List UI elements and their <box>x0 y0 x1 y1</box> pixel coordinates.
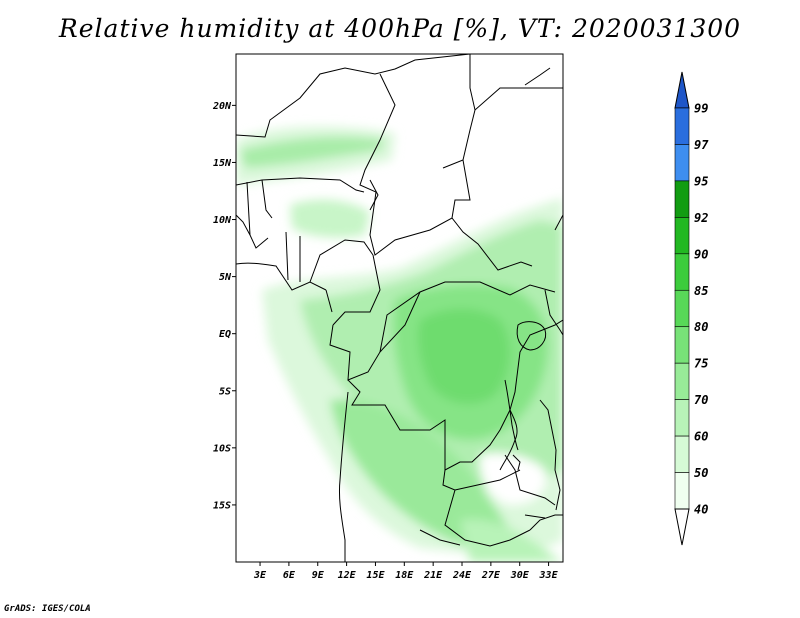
colorbar-box <box>674 217 690 255</box>
colorbar: 99 97 95 92 90 85 80 75 70 60 50 40 <box>674 71 709 546</box>
lat-tick-label: 5N <box>219 272 232 283</box>
lon-tick-label: 21E <box>423 570 443 581</box>
lat-tick-label: EQ <box>219 329 231 340</box>
colorbar-bottom-triangle <box>674 508 690 546</box>
lon-tick-label: 12E <box>338 570 357 581</box>
lon-tick-label: 30E <box>510 570 530 581</box>
colorbar-box <box>674 362 690 400</box>
colorbar-box <box>674 326 690 364</box>
lon-tick-label: 33E <box>539 570 559 581</box>
colorbar-label: 99 <box>694 102 708 116</box>
colorbar-label: 97 <box>694 138 709 152</box>
grads-credit: GrADS: IGES/COLA <box>4 604 91 614</box>
colorbar-label: 95 <box>694 174 708 188</box>
lat-tick-label: 5S <box>219 386 231 397</box>
colorbar-label: 75 <box>694 357 708 371</box>
colorbar-box <box>674 289 690 328</box>
colorbar-label: 50 <box>694 466 708 480</box>
lon-tick-label: 18E <box>395 570 414 581</box>
lat-tick-label: 20N <box>212 101 232 112</box>
colorbar-label: 60 <box>694 430 708 444</box>
lat-tick-label: 10N <box>213 215 232 226</box>
lon-tick-label: 3E <box>253 570 267 581</box>
colorbar-label: 85 <box>694 284 708 298</box>
lon-tick-label: 6E <box>283 570 296 581</box>
colorbar-box <box>674 435 690 473</box>
lon-tick-label: 24E <box>452 570 472 581</box>
lon-axis: 3E 6E 9E 12E 15E 18E 21E 24E 27E 30E 33E <box>253 562 559 581</box>
colorbar-label: 80 <box>694 320 708 334</box>
lat-tick-label: 15N <box>213 158 232 169</box>
lon-tick-label: 9E <box>312 570 325 581</box>
map-title: Relative humidity at 400hPa [%], VT: 202… <box>58 14 742 43</box>
lon-tick-label: 27E <box>481 570 501 581</box>
colorbar-label: 70 <box>694 393 708 407</box>
colorbar-box <box>674 107 690 145</box>
colorbar-box <box>674 399 690 437</box>
map-frame <box>235 53 564 563</box>
map-panel: 20N 15N 10N 5N EQ 5S 10S 15S 3E 6E 9E 12E 15E 18E 21E… <box>212 53 564 581</box>
lat-tick-label: 15S <box>213 500 231 511</box>
colorbar-box <box>674 253 690 291</box>
lon-tick-label: 15E <box>366 570 385 581</box>
colorbar-box <box>674 472 690 510</box>
lat-tick-label: 10S <box>213 443 231 454</box>
lat-axis: 20N 15N 10N 5N EQ 5S 10S 15S <box>212 101 236 511</box>
colorbar-box <box>674 180 690 218</box>
colorbar-label: 92 <box>694 211 708 225</box>
colorbar-label: 90 <box>694 247 708 261</box>
colorbar-top-triangle <box>674 71 690 109</box>
humidity-field <box>236 126 563 562</box>
colorbar-label: 40 <box>694 503 708 517</box>
country-borders <box>236 54 563 562</box>
colorbar-box <box>674 144 690 182</box>
